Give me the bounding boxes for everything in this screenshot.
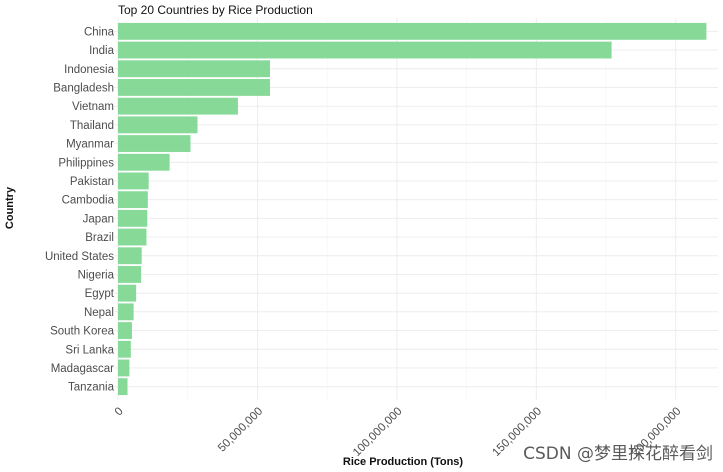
bar-india: [118, 41, 612, 59]
bar-nigeria: [118, 266, 142, 283]
bar-nepal: [118, 303, 134, 321]
category-label: South Korea: [50, 326, 115, 338]
bar-madagascar: [118, 359, 130, 377]
bar-cambodia: [118, 191, 148, 209]
category-label: Madagascar: [51, 363, 114, 375]
category-label: Vietnam: [72, 101, 114, 113]
category-label: Indonesia: [64, 64, 114, 76]
x-tick-label: 50,000,000: [216, 405, 265, 454]
category-label: Nepal: [84, 307, 114, 319]
category-label: China: [84, 26, 115, 38]
category-label: Tanzania: [68, 382, 115, 394]
bar-thailand: [118, 116, 198, 134]
category-labels: China India Indonesia Bangladesh Vietnam Thai…: [45, 26, 115, 393]
bars-group: [118, 22, 707, 396]
bar-united-states: [118, 247, 142, 265]
bar-indonesia: [118, 60, 270, 78]
bar-china: [118, 22, 707, 40]
category-label: Bangladesh: [53, 82, 114, 94]
category-label: Cambodia: [62, 195, 115, 207]
bar-sri-lanka: [118, 340, 131, 358]
bar-vietnam: [118, 97, 238, 115]
category-label: Thailand: [70, 120, 114, 132]
x-axis-title: Rice Production (Tons): [343, 456, 464, 468]
category-label: Sri Lanka: [65, 344, 114, 356]
category-label: United States: [45, 251, 114, 263]
category-label: Philippines: [58, 157, 114, 169]
category-label: Japan: [83, 213, 114, 225]
y-axis-title: Country: [4, 186, 16, 229]
category-label: Myanmar: [66, 139, 114, 151]
category-label: India: [89, 45, 115, 57]
bar-bangladesh: [118, 79, 270, 96]
bar-brazil: [118, 228, 147, 246]
category-label: Nigeria: [78, 269, 115, 281]
chart-title: Top 20 Countries by Rice Production: [118, 3, 313, 17]
bar-philippines: [118, 153, 170, 171]
bar-myanmar: [118, 135, 191, 152]
bar-tanzania: [118, 378, 128, 396]
bar-south-korea: [118, 322, 132, 339]
category-label: Egypt: [85, 288, 115, 300]
bar-japan: [118, 209, 148, 227]
category-label: Pakistan: [70, 176, 114, 188]
category-label: Brazil: [85, 232, 114, 244]
x-tick-label: 100,000,000: [351, 405, 405, 459]
watermark: CSDN @梦里探花醉看剑: [523, 444, 713, 464]
bar-egypt: [118, 284, 137, 302]
bar-pakistan: [118, 172, 149, 190]
x-tick-label: 0: [113, 405, 126, 418]
